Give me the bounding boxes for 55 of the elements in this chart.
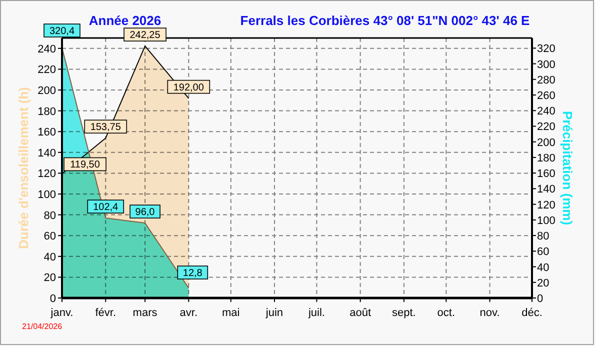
x-tick-label: juin xyxy=(264,307,284,319)
y-axis-title: Durée d'ensoleillement (h) xyxy=(16,86,31,250)
y2-tick-label: 300 xyxy=(537,58,556,71)
x-tick-label: juil. xyxy=(307,307,325,319)
y-tick-label: 0 xyxy=(50,293,56,305)
y2-tick-label: 100 xyxy=(537,214,556,227)
y2-axis-title: Précipitation (mm) xyxy=(560,110,575,226)
x-tick-label: août xyxy=(350,307,372,319)
y-tick-label: 40 xyxy=(44,251,56,264)
y2-tick-label: 320 xyxy=(537,43,556,56)
y2-tick-label: 280 xyxy=(537,74,556,86)
chart-subtitle: Ferrals les Corbières 43° 08' 51"N 002° 43' 46 E xyxy=(240,13,530,28)
y2-tick-label: 120 xyxy=(537,199,556,212)
x-tick-label: mars xyxy=(132,307,158,319)
y-tick-label: 140 xyxy=(38,147,56,160)
y2-tick-label: 80 xyxy=(537,230,550,243)
y2-tick-label: 60 xyxy=(537,246,550,258)
y-tick-label: 240 xyxy=(38,43,56,56)
data-label: 192,00 xyxy=(173,82,204,94)
y2-tick-label: 260 xyxy=(537,90,556,102)
x-tick-label: oct. xyxy=(437,307,456,319)
x-tick-label: déc. xyxy=(522,307,542,319)
y2-tick-label: 200 xyxy=(537,136,556,149)
y2-tick-label: 140 xyxy=(537,184,556,196)
y2-tick-label: 40 xyxy=(537,262,550,274)
text: 21/04/2026 xyxy=(22,322,63,331)
y2-tick-label: 20 xyxy=(537,277,550,290)
y2-tick-label: 180 xyxy=(537,152,556,164)
x-tick-label: nov. xyxy=(480,307,500,319)
y-tick-label: 200 xyxy=(38,85,56,97)
y-tick-label: 220 xyxy=(38,64,56,76)
y2-tick-label: 220 xyxy=(537,121,556,134)
data-label: 242,25 xyxy=(130,30,161,42)
data-label: 102,4 xyxy=(93,202,119,214)
data-label: 12,8 xyxy=(182,268,203,280)
data-label: 153,75 xyxy=(90,122,122,134)
x-tick-label: janv. xyxy=(50,307,74,319)
y-tick-label: 120 xyxy=(38,168,56,180)
data-label: 119,50 xyxy=(70,160,100,171)
y-tick-label: 20 xyxy=(44,272,56,284)
y-tick-label: 100 xyxy=(38,189,56,201)
y-tick-label: 180 xyxy=(38,106,56,118)
x-tick-label: mai xyxy=(222,307,240,319)
y2-tick-label: 160 xyxy=(537,168,556,180)
y2-tick-label: 0 xyxy=(537,293,544,305)
y-tick-label: 60 xyxy=(44,230,56,243)
y-tick-label: 160 xyxy=(38,126,56,139)
x-tick-label: sept. xyxy=(392,307,416,319)
y2-tick-label: 240 xyxy=(537,106,556,118)
y-tick-label: 80 xyxy=(44,210,56,222)
data-label: 96,0 xyxy=(135,207,156,218)
x-tick-label: avr. xyxy=(180,307,198,319)
x-tick-label: févr. xyxy=(95,307,116,319)
data-label: 320,4 xyxy=(49,26,75,37)
chart-title: Année 2026 xyxy=(88,13,162,28)
